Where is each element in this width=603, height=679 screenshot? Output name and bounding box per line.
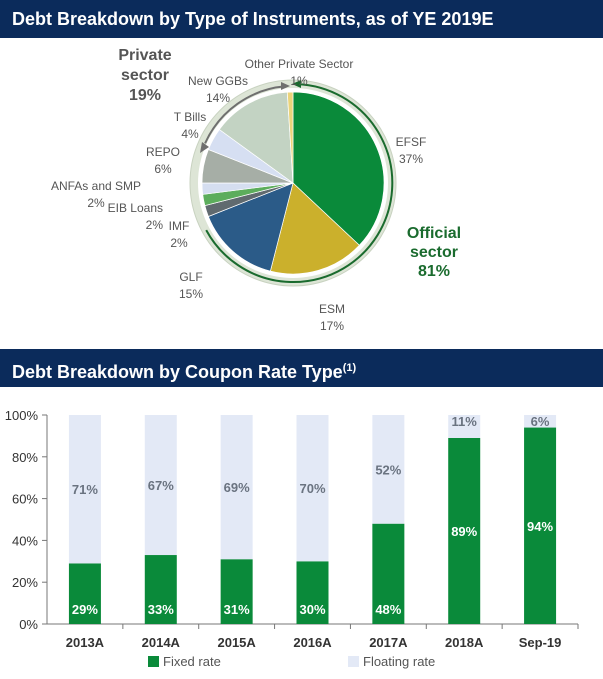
bar-fixed-2016a	[296, 561, 329, 624]
official-sector-arc	[205, 83, 394, 284]
bar-label-fixed-2013a: 29%	[72, 602, 98, 617]
bar-floating-2016a	[296, 415, 329, 562]
x-label-sep-19: Sep-19	[519, 635, 562, 650]
official-sector-label-value: 81%	[418, 263, 450, 280]
x-label-2014a: 2014A	[142, 635, 181, 650]
pie-slice-efsf	[292, 91, 385, 246]
slice-value-t-bills: 4%	[181, 127, 199, 141]
x-label-2016a: 2016A	[293, 635, 332, 650]
slice-label-other-private-sector: Other Private Sector	[245, 57, 354, 71]
bar-label-floating-2017a: 52%	[375, 462, 401, 477]
bar-fixed-2013a	[68, 563, 101, 624]
slice-label-t-bills: T Bills	[174, 110, 206, 124]
bar-label-fixed-2018a: 89%	[451, 524, 477, 539]
slice-value-other-private-sector: 1%	[290, 74, 308, 88]
legend-label-floating: Floating rate	[363, 654, 435, 669]
bar-label-floating-2013a: 71%	[72, 482, 98, 497]
bar-chart: 0% 20% 40% 60% 80% 100% 29% 71% 33% 67% 31% 69% 30%…	[5, 408, 579, 669]
slice-value-anfas-and-smp: 2%	[87, 196, 105, 210]
x-label-2018a: 2018A	[445, 635, 484, 650]
slice-value-new-ggbs: 14%	[206, 91, 230, 105]
x-label-2017a: 2017A	[369, 635, 408, 650]
slice-value-repo: 6%	[154, 162, 172, 176]
bar-floating-2018a	[448, 415, 481, 438]
pie-slice-glf	[207, 182, 294, 272]
pie-chart: Private sector 19% Official sector 81% E…	[51, 47, 461, 333]
legend-swatch-floating	[348, 656, 359, 667]
bar-label-floating-2016a: 70%	[299, 481, 325, 496]
bar-label-fixed-2017a: 48%	[375, 602, 401, 617]
bar-floating-2014a	[144, 415, 177, 556]
bar-fixed-sep-19	[524, 427, 557, 624]
slice-label-new-ggbs: New GGBs	[188, 74, 248, 88]
bar-label-fixed-2016a: 30%	[299, 602, 325, 617]
bar-floating-2015a	[220, 415, 253, 560]
slice-label-eib-loans: EIB Loans	[108, 201, 163, 215]
legend-label-fixed: Fixed rate	[163, 654, 221, 669]
slice-value-eib-loans: 2%	[146, 218, 164, 232]
private-sector-arrowhead-left	[200, 142, 209, 153]
bar-label-floating-2018a: 11%	[452, 414, 478, 429]
pie-chart-title: Debt Breakdown by Type of Instruments, a…	[12, 9, 494, 29]
official-sector-label-line1: Official	[407, 225, 461, 242]
x-axis-labels: 2013A 2014A 2015A 2016A 2017A 2018A Sep-19	[66, 624, 579, 650]
bar-label-fixed-2014a: 33%	[148, 602, 174, 617]
private-sector-label-line2: sector	[121, 67, 169, 84]
bar-label-floating-2015a: 69%	[224, 480, 250, 495]
pie-slices	[201, 91, 385, 275]
private-sector-arrowhead-right	[281, 82, 290, 90]
private-sector-label-value: 19%	[129, 87, 161, 104]
x-label-2015a: 2015A	[217, 635, 256, 650]
pie-slice-new-ggbs	[218, 91, 294, 184]
bar-label-fixed-sep-19: 94%	[527, 519, 553, 534]
legend-swatch-fixed	[148, 656, 159, 667]
bar-label-fixed-2015a: 31%	[224, 602, 250, 617]
bar-fixed-2015a	[220, 559, 253, 624]
x-label-2013a: 2013A	[66, 635, 105, 650]
slice-label-repo: REPO	[146, 145, 180, 159]
bar-floating-2013a	[68, 415, 101, 564]
slice-value-imf: 2%	[170, 236, 188, 250]
official-sector-label-line2: sector	[410, 244, 458, 261]
y-tick-label: 40%	[12, 533, 38, 548]
bar-floating-sep-19	[524, 415, 557, 428]
pie-chart-title-banner: Debt Breakdown by Type of Instruments, a…	[0, 0, 603, 38]
y-tick-label: 0%	[19, 617, 38, 632]
slice-label-imf: IMF	[169, 219, 190, 233]
private-sector-label-line1: Private	[118, 47, 171, 64]
y-tick-label: 100%	[5, 408, 39, 423]
slice-label-anfas-and-smp: ANFAs and SMP	[51, 179, 141, 193]
bar-chart-title-banner: Debt Breakdown by Coupon Rate Type(1)	[0, 349, 603, 387]
official-sector-arrowhead	[292, 80, 301, 88]
y-axis-ticks: 0% 20% 40% 60% 80% 100%	[5, 408, 47, 632]
bar-label-floating-sep-19: 6%	[531, 414, 550, 429]
bar-fixed-2017a	[372, 523, 405, 624]
pie-slice-esm	[269, 182, 360, 275]
bar-chart-title-footnote: (1)	[342, 362, 357, 374]
slice-label-esm: ESM	[319, 302, 345, 316]
slice-value-efsf: 37%	[399, 152, 423, 166]
slice-label-glf: GLF	[179, 270, 202, 284]
bar-floating-2017a	[372, 415, 405, 524]
bar-fixed-2014a	[144, 555, 177, 624]
bar-fixed-2018a	[448, 437, 481, 624]
bar-marks: 29% 71% 33% 67% 31% 69% 30% 70% 48% 52% 89% 11% 94% 6…	[68, 414, 557, 624]
y-tick-label: 80%	[12, 450, 38, 465]
y-tick-label: 20%	[12, 575, 38, 590]
bar-label-floating-2014a: 67%	[148, 478, 174, 493]
y-tick-label: 60%	[12, 492, 38, 507]
slice-label-efsf: EFSF	[396, 135, 427, 149]
pie-slice-other-private-sector	[286, 91, 294, 184]
private-sector-arc	[204, 85, 286, 144]
bar-chart-title: Debt Breakdown by Coupon Rate Type	[12, 362, 343, 382]
slice-value-esm: 17%	[320, 319, 344, 333]
slice-value-glf: 15%	[179, 287, 203, 301]
